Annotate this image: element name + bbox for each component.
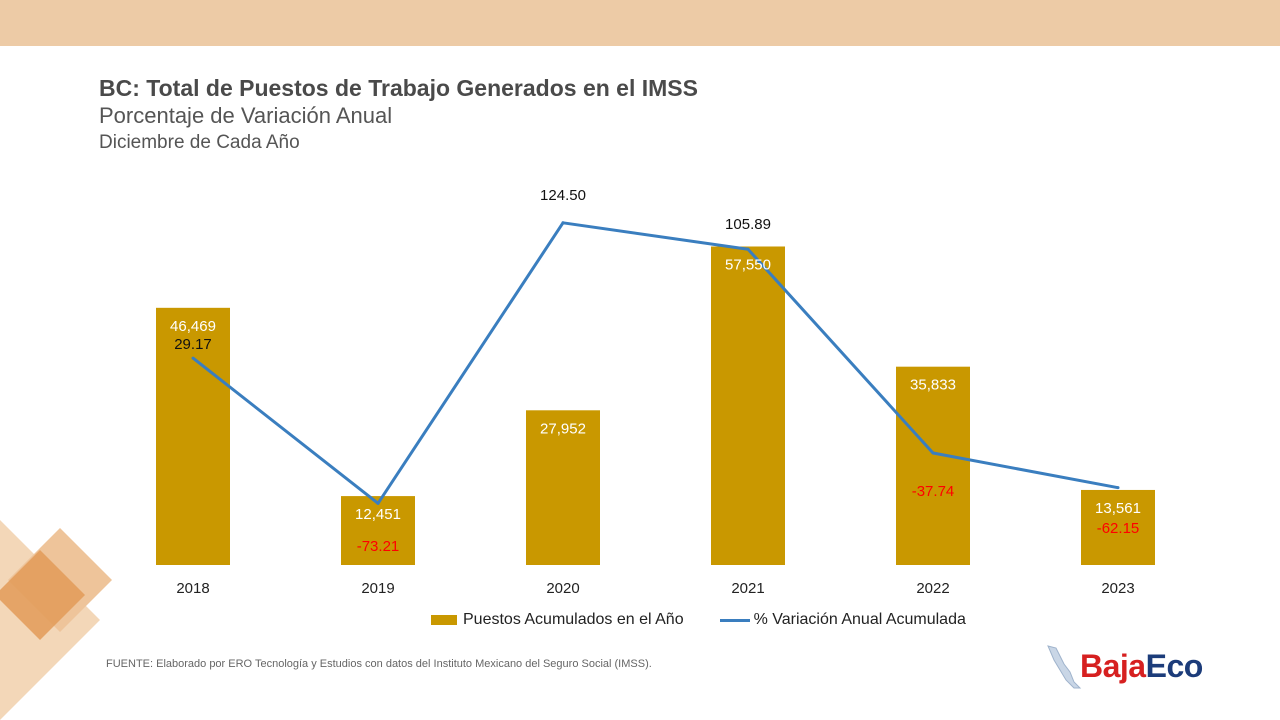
x-tick-2023: 2023 [1101,580,1134,597]
bar-2018 [156,307,230,565]
line-label-2020: 124.50 [540,187,586,204]
bar-label-2020: 27,952 [540,420,586,437]
bar-label-2022: 35,833 [910,377,956,394]
legend-item-line: % Variación Anual Acumulada [719,611,966,629]
x-tick-2021: 2021 [731,580,764,597]
line-label-2023: -62.15 [1097,520,1140,537]
source-note: FUENTE: Elaborado por ERO Tecnología y E… [106,658,652,670]
line-point-2019 [376,501,380,505]
chart-subtitle-2: Diciembre de Cada Año [99,132,300,153]
x-tick-2018: 2018 [176,580,209,597]
legend-bar-swatch [431,615,457,625]
bar-2020 [526,410,600,565]
legend-label-bars: Puestos Acumulados en el Año [463,611,684,628]
map-icon [1047,645,1082,689]
bar-label-2018: 46,469 [170,318,216,335]
line-label-2019: -73.21 [357,538,400,555]
chart-subtitle: Porcentaje de Variación Anual [99,103,393,128]
line-label-2022: -37.74 [912,483,955,500]
legend-item-bars: Puestos Acumulados en el Año [431,611,684,629]
x-tick-2020: 2020 [546,580,579,597]
bar-label-2019: 12,451 [355,506,401,523]
top-band [0,0,1280,46]
bar-label-2021: 57,550 [725,256,771,273]
variation-line [192,221,1119,505]
bar-label-2023: 13,561 [1095,500,1141,517]
line-point-2023 [1116,486,1120,490]
bajaeco-logo: BajaEco [1044,642,1224,692]
chart-titles: BC: Total de Puestos de Trabajo Generado… [99,74,698,156]
legend: Puestos Acumulados en el Año % Variación… [431,611,1002,629]
decorative-diamonds [0,520,112,720]
line-point-2022 [931,451,935,455]
logo-part-baja: Baja [1080,648,1146,684]
line-point-2021 [746,247,750,251]
line-label-2018: 29.17 [174,336,212,353]
bar-2019 [341,496,415,565]
x-tick-2019: 2019 [361,580,394,597]
line-point-2020 [561,221,565,225]
bar-2023 [1081,489,1155,565]
chart-title: BC: Total de Puestos de Trabajo Generado… [99,75,698,101]
bar-2022 [896,366,970,565]
line-point-2018 [191,356,195,360]
legend-label-line: % Variación Anual Acumulada [753,611,966,628]
logo-text: BajaEco [1080,648,1203,685]
bar-2021 [711,246,785,565]
line-label-2021: 105.89 [725,216,771,233]
legend-line-swatch [719,618,750,622]
x-tick-2022: 2022 [916,580,949,597]
logo-part-eco: Eco [1145,648,1204,684]
